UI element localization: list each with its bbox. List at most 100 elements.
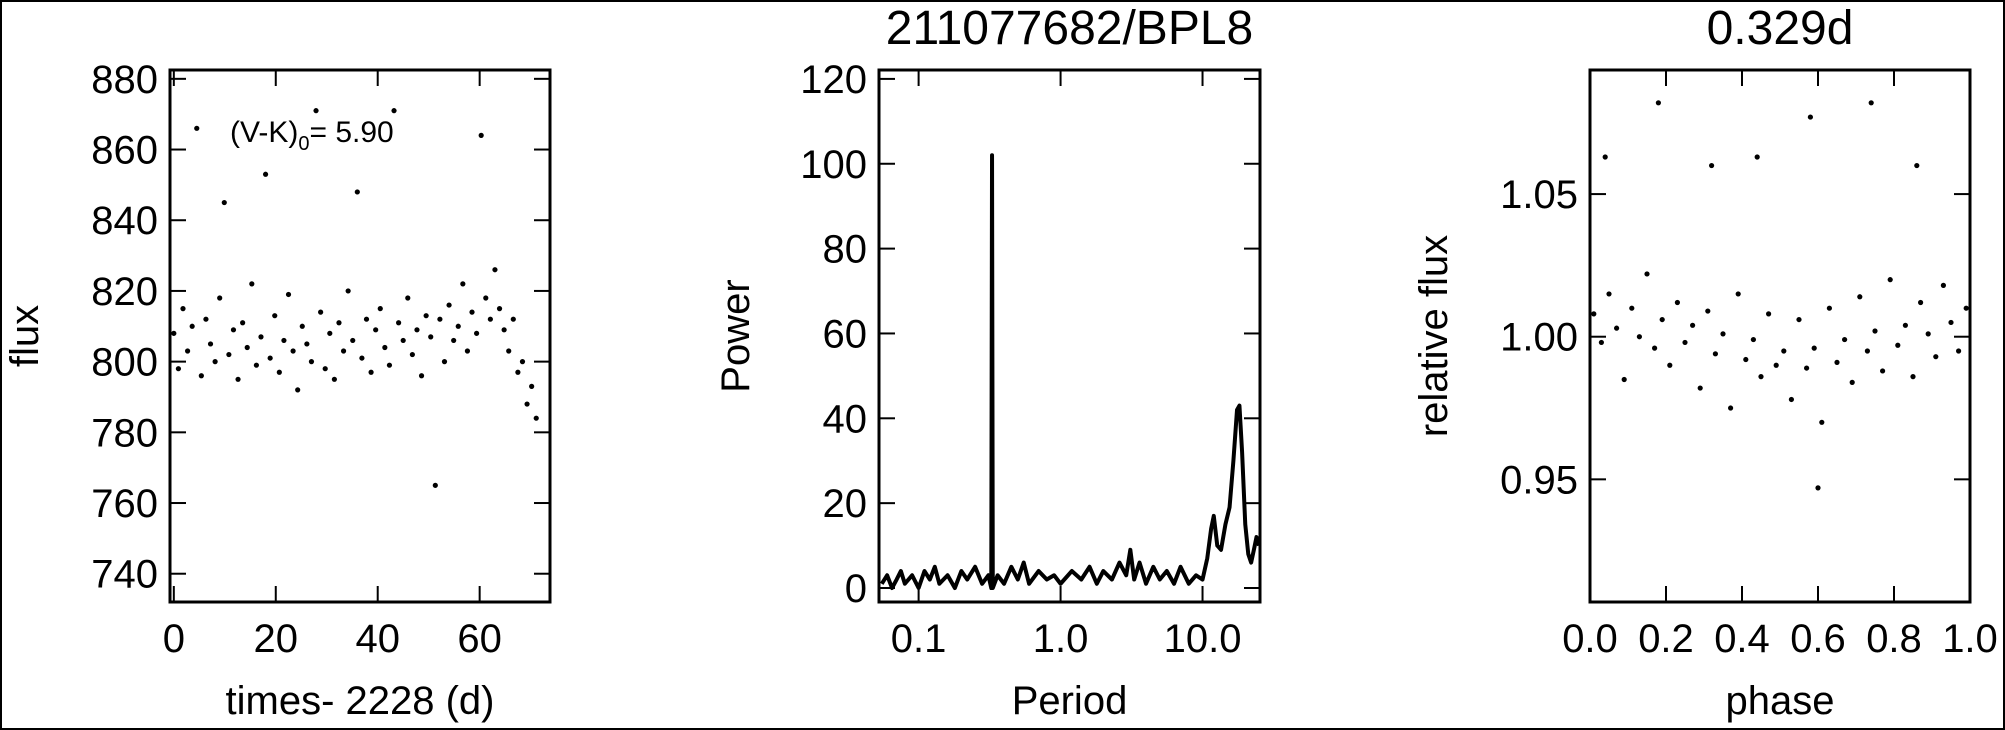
data-point xyxy=(460,281,466,287)
data-point xyxy=(1743,356,1749,363)
data-point xyxy=(180,306,186,312)
data-point xyxy=(221,199,227,206)
annotation-suffix: = 5.90 xyxy=(309,116,393,149)
annotation-text: (V-K) xyxy=(230,116,298,149)
y-tick-label: 780 xyxy=(91,411,158,455)
x-axis-label: times- 2228 (d) xyxy=(226,679,495,723)
data-point xyxy=(382,344,388,351)
data-point xyxy=(1766,311,1772,317)
y-axis-label: flux xyxy=(3,305,47,367)
x-tick-label: 0.4 xyxy=(1714,617,1770,661)
data-point xyxy=(409,351,415,358)
data-point xyxy=(414,327,420,333)
data-point xyxy=(1842,336,1848,343)
data-point xyxy=(1804,365,1810,371)
data-point xyxy=(313,108,319,114)
data-point xyxy=(1880,368,1886,374)
data-point xyxy=(350,337,356,344)
data-point xyxy=(1655,100,1661,106)
data-point xyxy=(1796,316,1802,323)
annotation: (V-K)0= 5.90 xyxy=(230,116,394,155)
data-point xyxy=(377,306,383,312)
y-tick-label: 1.05 xyxy=(1500,173,1578,217)
data-point xyxy=(368,369,374,375)
data-point xyxy=(363,316,370,322)
data-point xyxy=(1948,319,1954,326)
x-tick-label: 0.2 xyxy=(1638,617,1694,661)
data-point xyxy=(1849,379,1855,385)
data-point xyxy=(1914,162,1920,169)
data-point xyxy=(1705,308,1711,314)
y-tick-label: 0.95 xyxy=(1500,458,1578,502)
data-point xyxy=(1644,271,1650,277)
y-tick-label: 0 xyxy=(845,567,867,611)
plot-area xyxy=(171,108,539,488)
data-point xyxy=(258,334,264,340)
y-tick-label: 740 xyxy=(91,553,158,597)
data-point xyxy=(1773,362,1779,368)
x-tick-label: 0 xyxy=(163,617,185,661)
data-point xyxy=(437,316,443,322)
data-point xyxy=(1720,331,1726,337)
data-point xyxy=(1788,396,1794,403)
plot-frame xyxy=(168,68,552,604)
data-point xyxy=(336,320,342,326)
data-point xyxy=(529,383,535,389)
data-point xyxy=(1887,277,1893,283)
y-tick-label: 20 xyxy=(823,482,868,526)
data-point xyxy=(226,351,232,358)
data-point xyxy=(1807,114,1813,120)
data-point xyxy=(506,348,512,354)
y-axis-label: relative flux xyxy=(1412,235,1456,437)
data-point xyxy=(423,313,429,319)
data-point xyxy=(359,355,365,361)
data-point xyxy=(175,366,182,372)
data-point xyxy=(464,348,471,354)
y-tick-label: 40 xyxy=(823,397,868,441)
data-point xyxy=(1598,339,1604,346)
data-point xyxy=(1674,299,1680,306)
data-point xyxy=(1606,291,1612,297)
data-point xyxy=(446,302,452,308)
y-tick-label: 60 xyxy=(823,312,868,356)
data-point xyxy=(322,366,328,372)
data-point xyxy=(1857,294,1863,300)
data-point xyxy=(244,344,250,351)
y-tick-label: 120 xyxy=(800,58,867,102)
data-point xyxy=(203,316,209,322)
data-point xyxy=(1781,348,1787,354)
y-axis-label: Power xyxy=(714,279,758,392)
x-tick-label: 20 xyxy=(254,617,299,661)
data-point xyxy=(533,415,539,421)
data-point xyxy=(1735,291,1741,297)
data-point xyxy=(1636,334,1642,340)
data-point xyxy=(1910,374,1916,380)
data-point xyxy=(400,337,406,344)
x-tick-label: 0.6 xyxy=(1790,617,1846,661)
data-point xyxy=(212,359,218,365)
x-tick-label: 1.0 xyxy=(1033,617,1089,661)
data-point xyxy=(373,327,379,333)
data-point xyxy=(524,401,530,407)
data-point xyxy=(299,323,305,329)
data-point xyxy=(487,316,493,322)
x-tick-label: 10.0 xyxy=(1164,617,1242,661)
y-tick-label: 840 xyxy=(91,199,158,243)
data-point xyxy=(391,108,397,114)
x-tick-label: 0.8 xyxy=(1866,617,1922,661)
periodogram-line xyxy=(880,153,1260,590)
x-tick-label: 40 xyxy=(355,617,400,661)
x-tick-label: 0.1 xyxy=(891,617,947,661)
data-point xyxy=(198,373,204,379)
data-point xyxy=(1659,316,1665,323)
data-point xyxy=(285,291,292,298)
data-point xyxy=(304,341,310,347)
data-point xyxy=(515,369,521,375)
data-point xyxy=(386,362,393,368)
panel-title: 211077682/BPL8 xyxy=(886,2,1253,55)
data-point xyxy=(1925,331,1931,337)
data-point xyxy=(473,330,480,336)
x-axis-label: phase xyxy=(1726,679,1835,723)
